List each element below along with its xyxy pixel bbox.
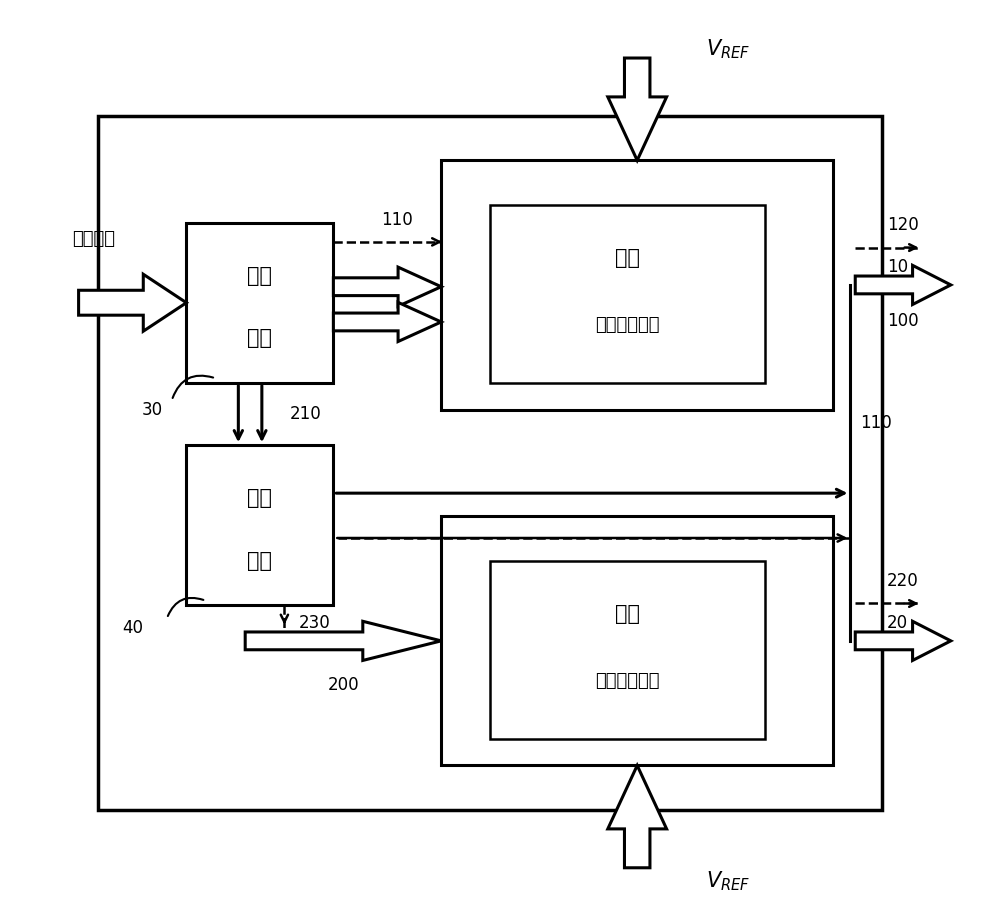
Text: 换算: 换算 xyxy=(247,489,272,508)
Polygon shape xyxy=(245,621,441,660)
Text: 模块: 模块 xyxy=(247,329,272,349)
Text: 数据输入: 数据输入 xyxy=(72,230,115,248)
Text: 210: 210 xyxy=(289,405,321,423)
Text: 30: 30 xyxy=(142,400,163,419)
Text: 100: 100 xyxy=(887,311,919,330)
Text: 110: 110 xyxy=(860,414,892,432)
Bar xyxy=(490,561,765,739)
Bar xyxy=(490,205,765,383)
Polygon shape xyxy=(333,267,441,306)
Polygon shape xyxy=(855,621,951,660)
Polygon shape xyxy=(79,274,186,331)
Text: 第一: 第一 xyxy=(615,248,640,268)
Text: 第二: 第二 xyxy=(615,604,640,624)
Text: 数模转换单元: 数模转换单元 xyxy=(595,316,660,334)
Polygon shape xyxy=(333,302,441,341)
Text: 220: 220 xyxy=(887,572,919,590)
Bar xyxy=(186,222,333,383)
Text: 10: 10 xyxy=(887,258,908,276)
Text: 设定: 设定 xyxy=(247,266,272,286)
Text: 数模转换单元: 数模转换单元 xyxy=(595,672,660,690)
Polygon shape xyxy=(608,58,667,161)
Text: $V_{REF}$: $V_{REF}$ xyxy=(706,37,750,61)
Text: 200: 200 xyxy=(327,676,359,695)
Bar xyxy=(98,116,882,810)
Polygon shape xyxy=(855,265,951,304)
Polygon shape xyxy=(608,765,667,868)
Text: 40: 40 xyxy=(122,618,143,637)
Text: 20: 20 xyxy=(887,614,908,632)
Text: 120: 120 xyxy=(887,216,919,234)
Text: 230: 230 xyxy=(299,614,331,632)
Bar xyxy=(441,161,833,410)
Bar xyxy=(441,517,833,765)
Text: $V_{REF}$: $V_{REF}$ xyxy=(706,869,750,893)
Text: 模块: 模块 xyxy=(247,551,272,571)
Text: 110: 110 xyxy=(381,211,413,229)
Bar xyxy=(186,445,333,606)
